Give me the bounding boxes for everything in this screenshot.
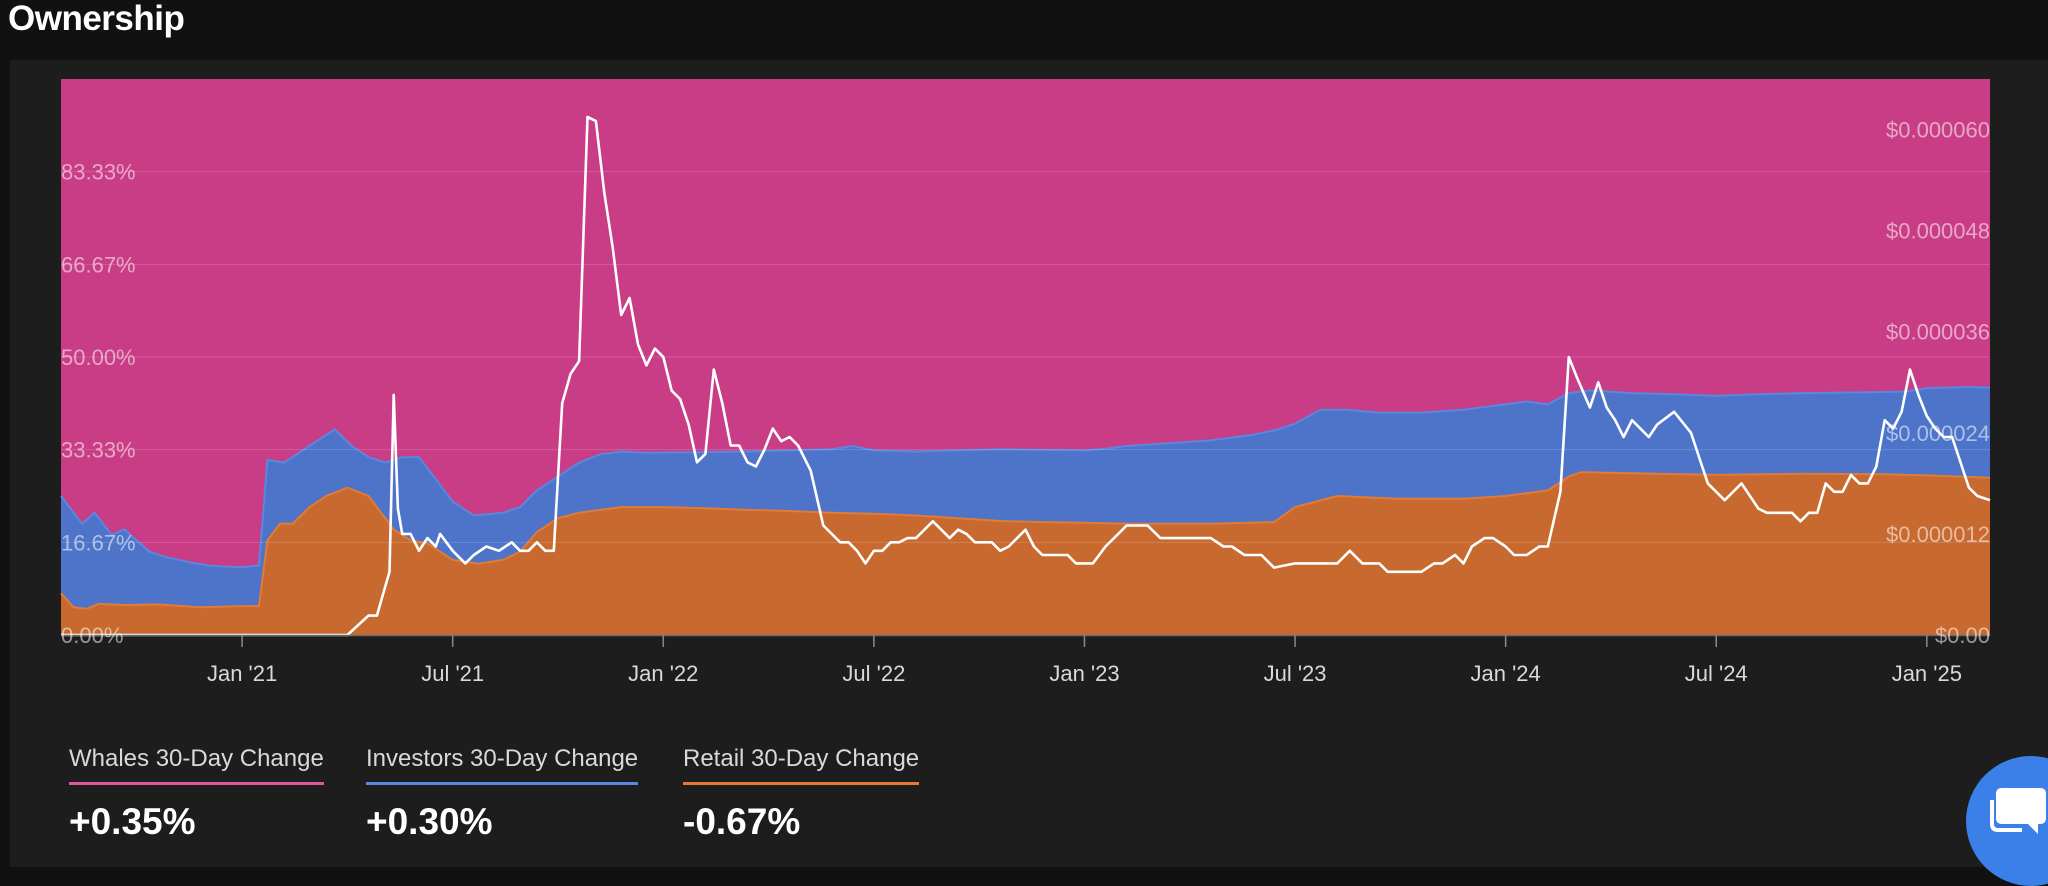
y-right-tick-label: $0.000048 [1886,219,1990,244]
x-tick-label: Jul '22 [842,661,905,686]
area-edge-investors [60,385,1991,569]
stat-investors-underline [366,782,639,785]
x-tick-label: Jan '23 [1049,661,1119,686]
x-tick-label: Jul '21 [421,661,484,686]
ownership-chart: Jan '21 Jul '21 Jan '22 Jul '22 Jan '23 Jul '… [60,79,1991,686]
y-left-tick-label: 0.00% [61,623,123,648]
x-tick-label: Jan '22 [628,661,698,686]
y-left-tick-label: 16.67% [61,530,136,555]
y-right-tick-label: $0.00 [1935,623,1990,648]
x-tick-label: Jul '23 [1264,661,1327,686]
stat-retail: Retail 30-Day Change -0.67% [683,745,920,843]
price-line [61,115,1991,637]
stat-whales-label: Whales 30-Day Change [69,745,324,772]
page-title: Ownership [8,0,185,38]
y-right-tick-label: $0.000036 [1886,320,1990,345]
stat-retail-value: -0.67% [683,801,801,842]
area-retail [61,472,1990,635]
stat-whales-underline [69,782,324,785]
stat-investors: Investors 30-Day Change +0.30% [366,745,639,843]
y-left-tick-label: 33.33% [61,438,136,463]
y-left-tick-label: 50.00% [61,345,136,370]
x-tick-label: Jan '21 [207,661,277,686]
y-left-tick-label: 83.33% [61,160,136,185]
y-left-tick-label: 66.67% [61,252,136,277]
y-right-tick-label: $0.000024 [1886,421,1990,446]
stat-whales: Whales 30-Day Change +0.35% [69,745,324,843]
y-right-tick-label: $0.000060 [1886,118,1990,143]
x-tick-label: Jan '25 [1892,661,1962,686]
x-tick-label: Jan '24 [1471,661,1541,686]
header: Ownership [0,0,2048,60]
chat-bubble-icon [1990,788,2046,834]
stat-retail-label: Retail 30-Day Change [683,745,920,772]
stat-investors-label: Investors 30-Day Change [366,745,639,772]
x-tick-label: Jul '24 [1685,661,1748,686]
stat-whales-value: +0.35% [69,801,196,842]
y-right-tick-label: $0.000012 [1886,522,1990,547]
area-edge-retail [60,471,1991,610]
stat-retail-underline [683,782,920,785]
stat-investors-value: +0.30% [366,801,493,842]
